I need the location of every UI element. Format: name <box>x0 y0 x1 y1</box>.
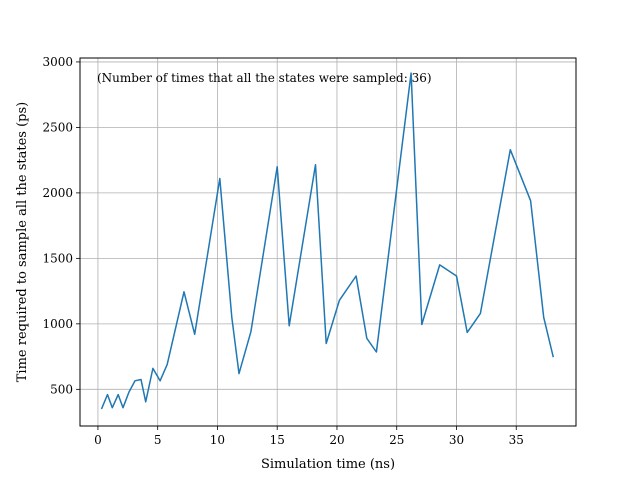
grid-lines <box>80 58 576 426</box>
x-tick-label: 10 <box>210 433 225 447</box>
y-axis-label: Time required to sample all the states (… <box>15 102 30 382</box>
y-tick-label: 1500 <box>42 251 73 265</box>
series-line <box>100 72 555 410</box>
x-tick-label: 15 <box>270 433 285 447</box>
sample-count-annotation: (Number of times that all the states wer… <box>97 71 432 85</box>
x-tick-label: 5 <box>154 433 162 447</box>
y-tick-label: 3000 <box>42 55 73 69</box>
x-axis-label: Simulation time (ns) <box>261 457 395 472</box>
x-tick-label: 30 <box>449 433 464 447</box>
y-tick-label: 2000 <box>42 186 73 200</box>
series-layer <box>100 72 555 410</box>
y-tick-label: 500 <box>50 382 73 396</box>
x-tick-label: 35 <box>509 433 524 447</box>
x-tick-label: 20 <box>329 433 344 447</box>
axis-ticks: 0 5 10 15 20 25 30 35 500 1000 1500 2000 2500 3000 <box>42 55 523 447</box>
plot-frame <box>79 57 577 427</box>
y-tick-label: 2500 <box>42 120 73 134</box>
y-tick-label: 1000 <box>42 317 73 331</box>
x-tick-label: 0 <box>94 433 102 447</box>
x-tick-label: 25 <box>389 433 404 447</box>
